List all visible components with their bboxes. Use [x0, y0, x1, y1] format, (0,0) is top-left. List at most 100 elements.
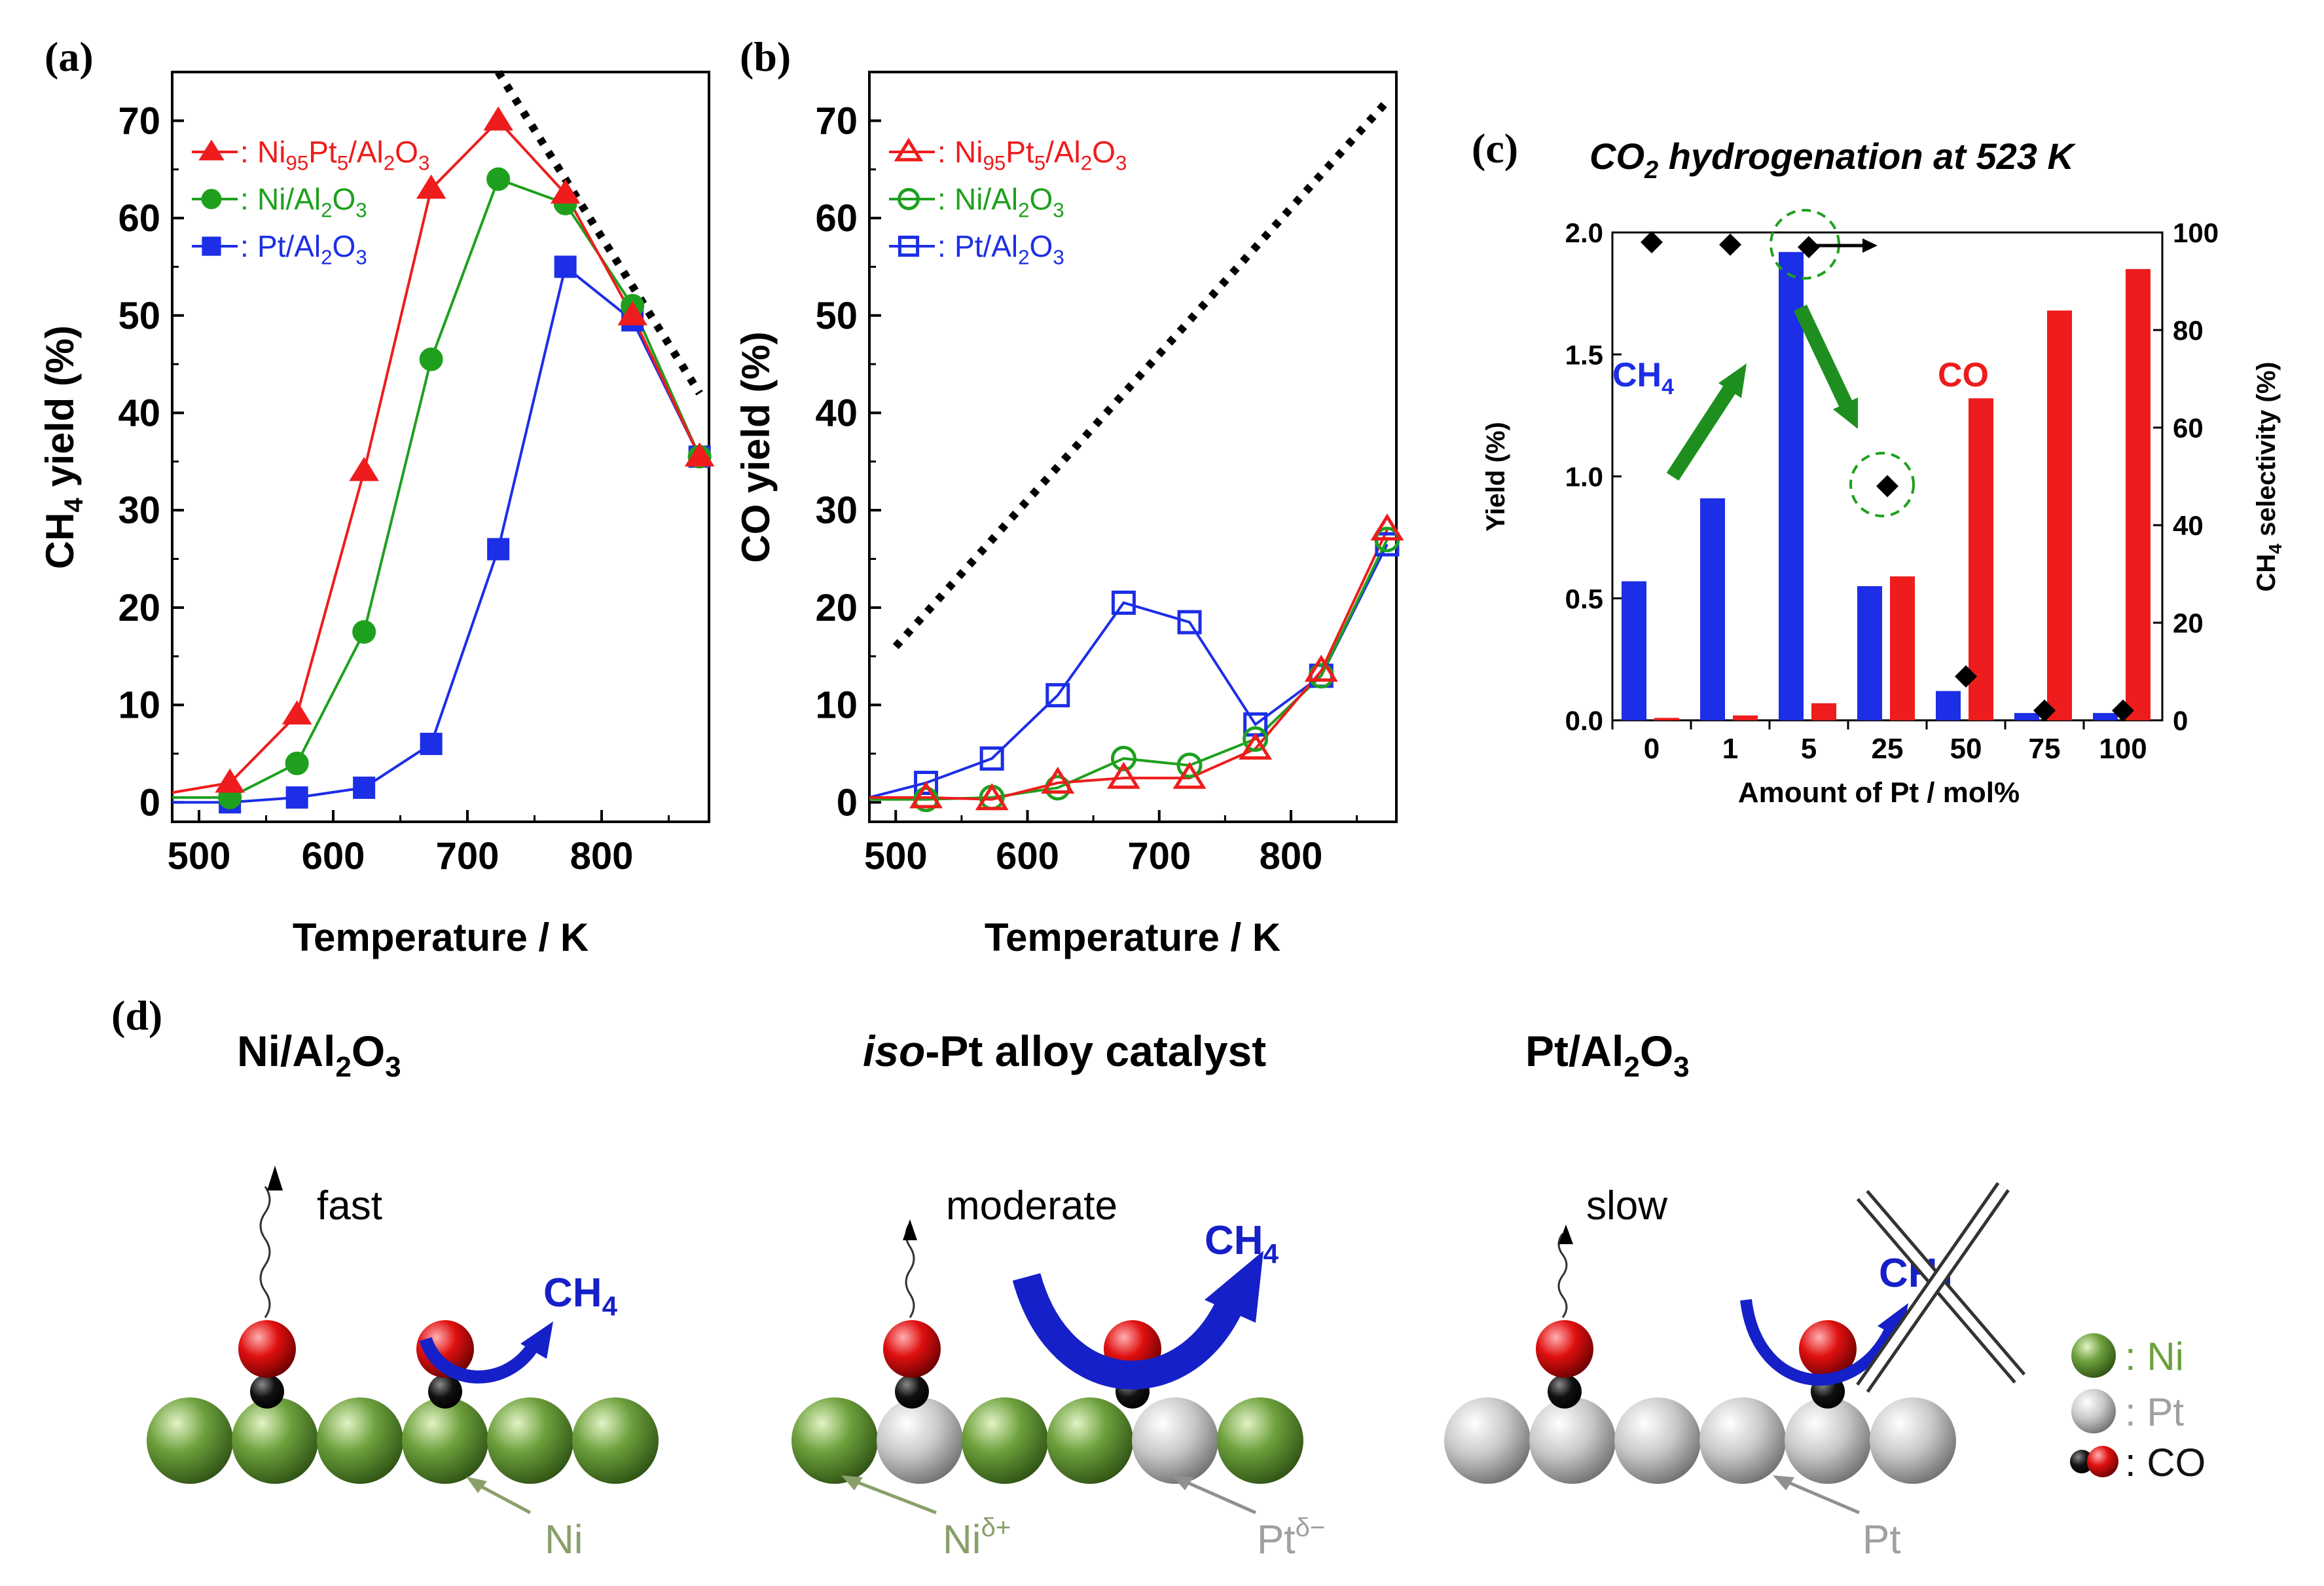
- reaction-arrow-iso: [1012, 1272, 1244, 1390]
- selectivity-point: [1798, 236, 1820, 259]
- data-point: [285, 786, 308, 809]
- panel-label-b: (b): [740, 33, 791, 80]
- bar: [1890, 576, 1915, 720]
- surface-label-pt-delta: Ptδ−: [1257, 1513, 1325, 1562]
- legend-a: : Ni95Pt5/Al2O3: Ni/Al2O3: Pt/Al2O3: [192, 135, 429, 269]
- y-tick-label: 10: [815, 684, 858, 727]
- oxygen-atom: [883, 1320, 941, 1378]
- x-tick-label: 600: [996, 835, 1059, 877]
- bar: [1654, 718, 1679, 720]
- data-point: [420, 733, 443, 756]
- y2-tick-label: 0: [2173, 705, 2188, 736]
- oxygen-atom: [238, 1320, 296, 1378]
- x-tick-label: 600: [302, 835, 365, 877]
- legend-label: Pt/Al2O3: [954, 229, 1064, 269]
- panel-label-a: (a): [45, 33, 94, 80]
- legend-label: Ni/Al2O3: [257, 182, 367, 222]
- carbon-atom: [895, 1374, 929, 1409]
- data-point: [1304, 654, 1338, 682]
- data-point: [909, 781, 943, 809]
- y-tick-label: 50: [815, 295, 858, 337]
- selectivity-point: [1719, 233, 1741, 256]
- data-point: [1243, 726, 1269, 752]
- data-point: [281, 700, 312, 725]
- legend-label: Ni95Pt5/Al2O3: [954, 135, 1127, 175]
- d-title-pt: Pt/Al2O3: [1525, 1027, 1690, 1083]
- reference-dotted-line-a: [495, 69, 703, 396]
- legend-pt-bead: [2071, 1389, 2116, 1433]
- x-tick-label: 700: [1127, 835, 1191, 877]
- cross-out-mark: [1856, 1182, 2026, 1393]
- selectivity-point: [1641, 231, 1663, 253]
- y-tick-label: 40: [118, 392, 160, 434]
- data-point: [1041, 766, 1075, 794]
- reaction-arrow-ni: [419, 1337, 539, 1384]
- selectivity-point: [2033, 699, 2056, 722]
- series-line: [172, 119, 701, 794]
- x-tick-label: 800: [570, 835, 634, 877]
- x-tick-label: 500: [864, 835, 928, 877]
- data-point: [1176, 752, 1203, 779]
- data-point: [416, 174, 446, 199]
- rate-moderate: moderate: [946, 1183, 1117, 1228]
- data-point: [554, 255, 577, 278]
- data-point: [1239, 732, 1273, 760]
- data-point: [1106, 762, 1140, 789]
- data-point: [975, 783, 1009, 811]
- y-tick-label: 50: [118, 295, 160, 337]
- data-point: [349, 456, 379, 481]
- data-point: [550, 179, 581, 204]
- bar: [1969, 398, 1993, 720]
- d-title-iso: iso-Pt alloy catalyst: [863, 1027, 1266, 1075]
- data-point: [617, 301, 647, 325]
- trend-arrows: [1666, 209, 1915, 517]
- plot-frame-b: [868, 71, 1398, 823]
- plot-frame-a: [171, 71, 710, 823]
- ni-atom: [232, 1397, 318, 1484]
- selectivity-point: [1876, 475, 1898, 498]
- selectivity-point: [2112, 699, 2134, 722]
- y2-tick-label: 60: [2173, 413, 2204, 443]
- y-axis-label-b: CO yield (%): [734, 331, 778, 562]
- ch4-label-iso: CH4: [1205, 1218, 1279, 1269]
- svg-text::: :: [240, 229, 249, 263]
- bar: [2047, 310, 2072, 720]
- y-tick-label: 10: [118, 684, 160, 727]
- y-tick-label: 2.0: [1565, 217, 1603, 248]
- pt-atom: [1785, 1397, 1871, 1484]
- legend-marker: [201, 189, 222, 210]
- y-tick-label: 60: [815, 197, 858, 240]
- x-axis-label-b: Temperature / K: [985, 915, 1280, 959]
- legend-marker: [894, 138, 924, 162]
- x-tick-label: 1: [1722, 733, 1738, 765]
- x-tick-label: 100: [2099, 733, 2147, 765]
- x-tick-label: 700: [436, 835, 499, 877]
- ni-atom: [962, 1397, 1048, 1484]
- pt-atom: [1132, 1397, 1218, 1484]
- x-axis-label-a: Temperature / K: [293, 915, 589, 959]
- series-line: [869, 544, 1389, 799]
- x-tick-label: 50: [1950, 733, 1982, 765]
- reaction-arrow-pt: [1740, 1299, 1898, 1386]
- bar: [1857, 586, 1882, 720]
- y-tick-label: 30: [815, 489, 858, 532]
- legend-o-atom: [2087, 1446, 2118, 1477]
- legend-c-atom: [2070, 1450, 2094, 1473]
- surface-label-ni-delta: Niδ+: [943, 1513, 1011, 1562]
- pt-atom: [1614, 1397, 1701, 1484]
- surface-label-pt: Pt: [1862, 1517, 1901, 1562]
- y2-tick-label: 40: [2173, 510, 2204, 541]
- x-tick-label: 25: [1872, 733, 1904, 765]
- ni-atom: [487, 1397, 573, 1484]
- legend-pt-label: : Pt: [2125, 1390, 2184, 1434]
- legend-co-label: : CO: [2125, 1441, 2206, 1485]
- svg-text::: :: [937, 135, 946, 169]
- x-axis-label-c: Amount of Pt / mol%: [1738, 777, 2020, 809]
- x-tick-label: 500: [168, 835, 231, 877]
- ni-atom: [402, 1397, 488, 1484]
- y-tick-label: 0: [837, 781, 858, 824]
- surface-label-ni: Ni: [545, 1517, 583, 1562]
- ch4-label-ni: CH4: [543, 1270, 618, 1321]
- y-tick-label: 0.0: [1565, 705, 1603, 736]
